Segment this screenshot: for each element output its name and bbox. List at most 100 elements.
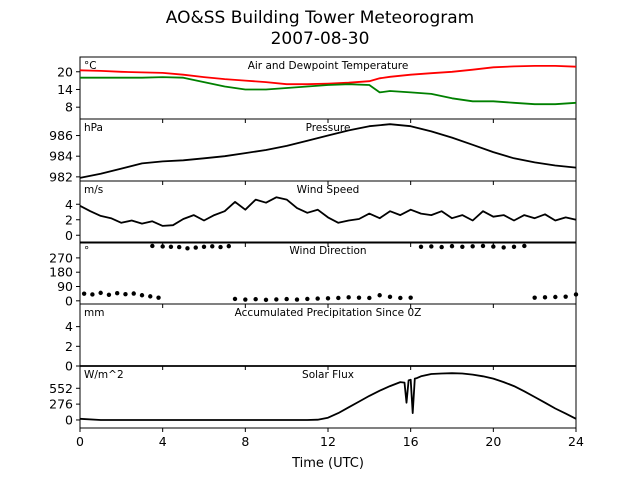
wind-direction-point [294, 297, 300, 302]
pressure-unit-label: hPa [84, 122, 103, 134]
wind-direction-point [573, 292, 579, 297]
precipitation-ytick-label: 4 [65, 319, 73, 334]
pressure-panel-title: Pressure [306, 122, 351, 134]
wind-direction-point [168, 244, 174, 249]
x-axis-label: Time (UTC) [291, 456, 364, 471]
temperature-ytick-label: 14 [57, 82, 73, 97]
wind-direction-point [315, 296, 320, 301]
wind-speed-ytick-label: 2 [65, 212, 73, 227]
solar-flux-ytick-label: 552 [49, 381, 73, 396]
wind-direction-point [232, 296, 238, 302]
solar-flux-ytick-label: 0 [65, 412, 73, 427]
wind-direction-point [532, 295, 537, 300]
wind-direction-ytick-label: 180 [49, 265, 73, 280]
wind-speed-series-line-1 [79, 196, 577, 227]
precipitation-unit-label: mm [84, 307, 104, 319]
xtick-label: 24 [568, 434, 584, 449]
wind-direction-point [387, 294, 393, 300]
wind-direction-point [284, 296, 289, 302]
wind-direction-point [156, 295, 161, 300]
pressure-ytick-label: 982 [49, 169, 73, 184]
temperature-series-line-2 [80, 76, 577, 106]
wind-direction-point [470, 244, 475, 249]
wind-direction-point [90, 292, 95, 297]
solar-flux-series-line-1 [79, 372, 577, 421]
wind-speed-ytick-label: 4 [65, 197, 73, 212]
solar-flux-panel-title: Solar Flux [302, 369, 354, 381]
wind-direction-point [218, 244, 223, 250]
xtick-label: 8 [241, 434, 249, 449]
xtick-label: 16 [403, 434, 419, 449]
pressure-ytick-label: 984 [49, 149, 73, 164]
xtick-label: 20 [485, 434, 501, 449]
wind-direction-unit-label: ° [84, 245, 89, 257]
temperature-ytick-label: 20 [57, 64, 73, 79]
wind-direction-point [460, 244, 465, 249]
wind-direction-point [98, 290, 103, 296]
wind-direction-point [263, 297, 269, 303]
wind-direction-point [356, 295, 362, 300]
wind-direction-point [177, 244, 182, 250]
wind-direction-point [325, 296, 331, 301]
temperature-ytick-label: 8 [65, 100, 73, 115]
wind-speed-panel-title: Wind Speed [297, 184, 360, 196]
wind-direction-point [201, 244, 207, 249]
wind-direction-point [210, 244, 215, 249]
wind-direction-ytick-label: 90 [57, 279, 73, 294]
wind-direction-point [377, 293, 382, 298]
wind-direction-point [193, 245, 198, 250]
wind-direction-point [429, 244, 434, 249]
solar-flux-unit-label: W/m^2 [84, 369, 124, 381]
xtick-label: 0 [76, 434, 84, 449]
wind-direction-point [81, 291, 87, 296]
wind-direction-point [148, 294, 153, 299]
wind-direction-point [336, 295, 341, 301]
wind-direction-point [123, 291, 128, 297]
pressure-ytick-label: 986 [49, 128, 73, 143]
wind-direction-ytick-label: 270 [49, 250, 73, 265]
precipitation-ytick-label: 0 [65, 359, 73, 374]
temperature-unit-label: °C [84, 60, 97, 72]
wind-direction-point [367, 295, 372, 301]
wind-direction-point [160, 244, 165, 249]
precipitation-ytick-label: 2 [65, 339, 73, 354]
wind-direction-point [131, 291, 136, 296]
wind-direction-panel-title: Wind Direction [289, 245, 366, 257]
temperature-series-line-1 [79, 65, 577, 86]
precipitation-panel-title: Accumulated Precipitation Since 0Z [235, 307, 422, 319]
wind-direction-point [274, 297, 279, 302]
wind-direction-point [491, 244, 496, 249]
wind-direction-point [408, 295, 413, 300]
chart-title: AO&SS Building Tower Meteorogram [165, 8, 475, 28]
wind-direction-point [480, 243, 486, 249]
wind-direction-point [106, 292, 112, 297]
wind-direction-point [253, 297, 258, 302]
wind-direction-point [501, 245, 506, 250]
wind-direction-point [542, 295, 548, 300]
wind-direction-point [150, 243, 155, 249]
wind-direction-point [553, 294, 558, 300]
wind-direction-point [511, 244, 517, 249]
wind-direction-point [563, 294, 568, 299]
wind-direction-point [305, 296, 310, 302]
wind-direction-point [449, 243, 455, 249]
pressure-series-line-1 [79, 123, 577, 179]
wind-direction-point [398, 295, 403, 301]
wind-direction-point [346, 295, 351, 300]
wind-direction-point [185, 246, 190, 251]
wind-direction-point [139, 293, 145, 298]
wind-speed-ytick-label: 0 [65, 228, 73, 243]
wind-direction-point [439, 244, 444, 250]
wind-direction-point [115, 290, 120, 296]
wind-speed-unit-label: m/s [84, 184, 103, 196]
temperature-panel-title: Air and Dewpoint Temperature [248, 60, 409, 72]
wind-direction-point [522, 243, 527, 249]
solar-flux-ytick-label: 276 [49, 397, 73, 412]
wind-direction-point [226, 243, 231, 249]
xtick-label: 4 [159, 434, 167, 449]
chart-date: 2007-08-30 [270, 29, 370, 49]
wind-direction-point [418, 244, 424, 249]
wind-direction-ytick-label: 0 [65, 293, 73, 308]
wind-direction-point [243, 297, 248, 302]
